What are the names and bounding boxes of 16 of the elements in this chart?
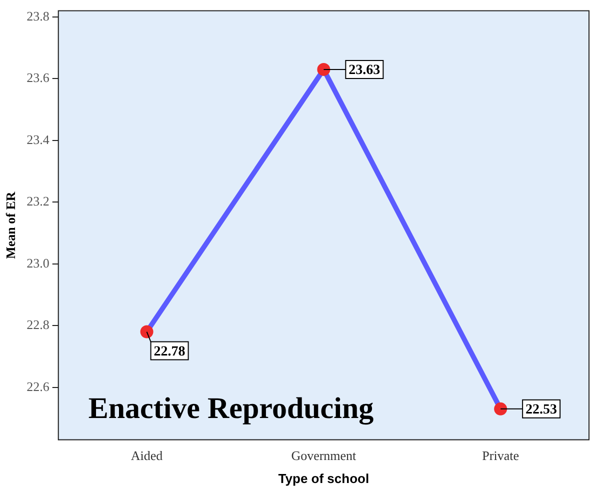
x-tick-label: Government [291, 448, 357, 464]
x-axis-title: Type of school [278, 470, 370, 486]
data-label: 23.63 [348, 63, 380, 78]
data-label: 22.53 [526, 402, 558, 418]
annotation: Enactive Reproducing [88, 392, 374, 425]
y-tick-label: 22.8 [26, 317, 50, 332]
y-axis-title: Mean of ER [3, 191, 18, 259]
y-tick-label: 22.6 [26, 378, 50, 394]
x-tick-label: Aided [130, 448, 164, 464]
x-tick-label: Private [482, 448, 520, 464]
y-tick-label: 23.0 [26, 255, 50, 270]
y-tick-label: 23.2 [26, 194, 50, 209]
data-label: 22.78 [154, 344, 186, 360]
y-tick-label: 23.8 [26, 8, 50, 24]
y-tick-label: 23.6 [26, 70, 50, 86]
y-tick-label: 23.4 [26, 132, 50, 147]
